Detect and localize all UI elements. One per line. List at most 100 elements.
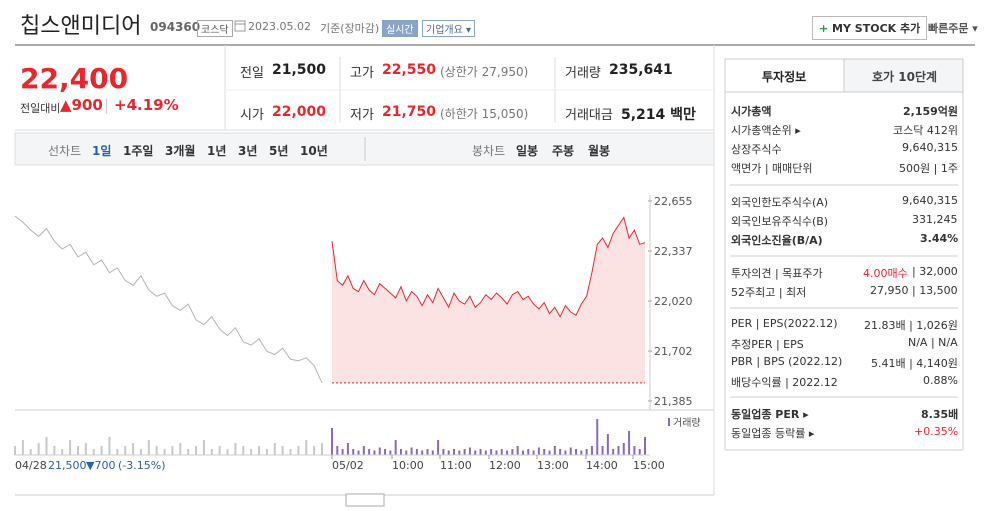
period-tab[interactable]: 3년 xyxy=(238,144,258,158)
volume-bar xyxy=(234,443,237,455)
volume-bar xyxy=(187,449,190,455)
volume-bar xyxy=(638,449,641,455)
candle-tab[interactable]: 월봉 xyxy=(588,144,611,158)
change-label: 전일대비 xyxy=(20,102,61,115)
volume-bar xyxy=(171,446,174,455)
period-tab[interactable]: 1년 xyxy=(207,144,227,158)
volume-bar xyxy=(585,449,588,455)
period-tab[interactable]: 1일 xyxy=(92,144,112,158)
info-value: 3.44% xyxy=(920,232,959,245)
x-tick-label: 13:00 xyxy=(537,459,569,472)
volume-bar xyxy=(384,449,387,455)
basis: 기준(장마감) xyxy=(320,22,380,35)
volume-bar xyxy=(633,446,636,455)
period-tab[interactable]: 1주일 xyxy=(123,144,154,158)
volume-bar xyxy=(210,449,213,455)
stat-value: 21,500 xyxy=(272,62,327,78)
info-value: 0.88% xyxy=(923,374,958,387)
stat-value: 235,641 xyxy=(609,62,673,78)
volume-bar xyxy=(321,443,323,455)
info-value: 21.83배 | 1,026원 xyxy=(864,319,958,332)
volume-bar xyxy=(289,449,292,455)
my-stock-button[interactable]: + MY STOCK 추가 xyxy=(812,16,928,40)
volume-bar xyxy=(84,443,87,455)
volume-bar xyxy=(378,447,381,455)
volume-bar xyxy=(76,446,79,455)
volume-bar xyxy=(447,450,450,455)
volume-bar xyxy=(606,434,609,455)
volume-bar xyxy=(410,447,413,455)
info-value: +0.35% xyxy=(914,425,959,438)
x-tick-label: 11:00 xyxy=(440,459,472,472)
info-label: 외국인소진율(B/A) xyxy=(731,234,823,247)
period-tab[interactable]: 10년 xyxy=(300,144,328,158)
volume-bar xyxy=(612,449,615,455)
volume-bar xyxy=(415,449,418,455)
info-label: 투자의견 | 목표주가 xyxy=(731,267,823,280)
volume-bar xyxy=(575,449,578,455)
volume-bar xyxy=(500,449,503,455)
info-label: 상장주식수 xyxy=(731,143,782,156)
volume-legend: 거래량 xyxy=(673,417,701,429)
sidebar-tab-label[interactable]: 호가 10단계 xyxy=(872,70,938,84)
volume-bar xyxy=(495,450,498,455)
x-tick-label: 15:00 xyxy=(633,459,665,472)
volume-bar xyxy=(421,450,424,455)
info-label: 추정PER | EPS xyxy=(731,338,804,351)
volume-bar xyxy=(479,449,482,455)
stock-code: 094360 xyxy=(150,20,201,34)
volume-bar xyxy=(453,449,456,455)
volume-bar xyxy=(548,450,551,455)
volume-bar xyxy=(108,437,111,455)
volume-bar xyxy=(100,446,103,455)
volume-bar xyxy=(352,449,355,455)
volume-bar xyxy=(490,449,493,455)
realtime-badge[interactable]: 실시간 xyxy=(382,20,418,37)
info-label: 동일업종 등락률 ▸ xyxy=(731,427,815,440)
volume-bar xyxy=(564,450,567,455)
volume-bar xyxy=(543,449,546,455)
volume-legend-swatch xyxy=(668,418,670,426)
volume-bar xyxy=(139,449,142,455)
info-label: 시가총액 xyxy=(731,105,772,118)
sidebar-tab-label[interactable]: 투자정보 xyxy=(762,70,807,84)
volume-bar xyxy=(437,440,440,455)
date: 2023.05.02 xyxy=(248,20,311,33)
candle-tab[interactable]: 일봉 xyxy=(516,144,539,158)
stat-value: 22,550 xyxy=(382,62,437,78)
sidebar-tab xyxy=(843,58,964,93)
calendar-icon xyxy=(234,20,246,32)
volume-bar xyxy=(596,419,599,455)
info-label: 외국인한도주식수(A) xyxy=(731,196,829,209)
area xyxy=(332,217,645,383)
volume-bar xyxy=(346,443,349,455)
volume-bar xyxy=(124,446,127,455)
quick-order[interactable]: 빠른주문 ▾ xyxy=(928,22,978,35)
change-pct: +4.19% xyxy=(114,96,179,114)
volume-bar xyxy=(218,446,221,455)
my-stock-label: MY STOCK 추가 xyxy=(832,22,921,35)
period-tab[interactable]: 3개월 xyxy=(165,144,196,158)
info-value: 5.41배 | 4,140원 xyxy=(871,357,958,370)
period-tab[interactable]: 5년 xyxy=(269,144,289,158)
current-price: 22,400 xyxy=(20,62,129,95)
x-tick-label: 12:00 xyxy=(489,459,521,472)
volume-bar xyxy=(394,440,397,455)
y-tick-label: 22,020 xyxy=(654,295,693,308)
info-value: 코스닥 412위 xyxy=(893,124,958,137)
info-label: 액면가 | 매매단위 xyxy=(731,162,813,175)
company-info[interactable]: 기업개요 ▾ xyxy=(422,20,475,37)
volume-bar xyxy=(368,449,371,455)
volume-bar xyxy=(250,449,253,455)
candle-tab[interactable]: 주봉 xyxy=(552,144,575,158)
volume-bar xyxy=(202,440,205,455)
divider: | xyxy=(104,96,110,114)
volume-bar xyxy=(569,447,572,455)
info-value: 500원 | 1주 xyxy=(899,162,958,175)
volume-bar xyxy=(179,443,182,455)
x-tick-label: 14:00 xyxy=(586,459,618,472)
prev-change: ▼700 xyxy=(86,459,115,472)
volume-bar xyxy=(195,446,198,455)
